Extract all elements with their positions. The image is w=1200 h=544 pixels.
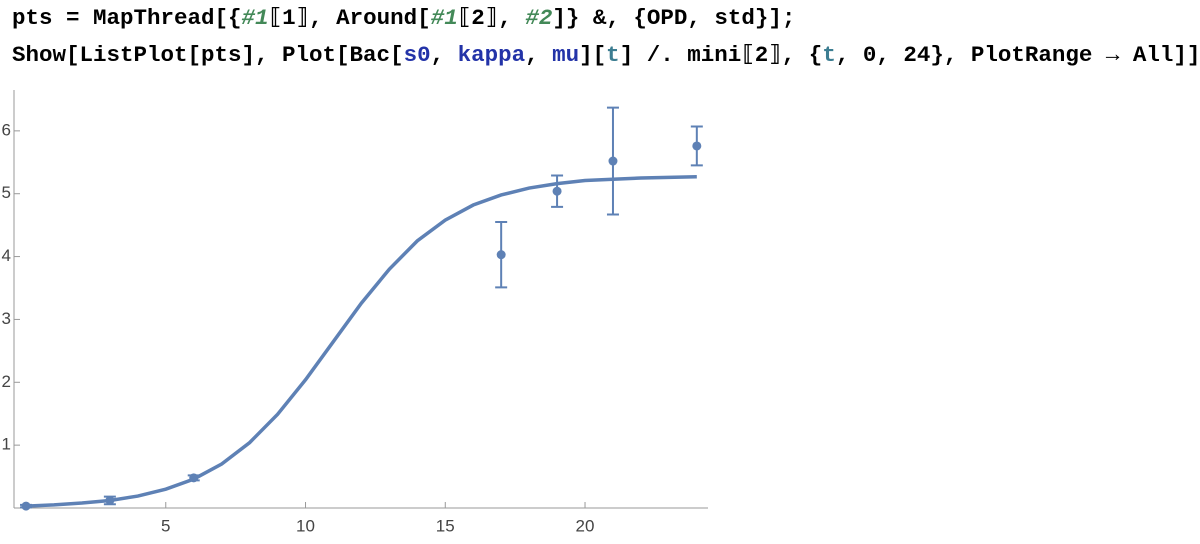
data-point — [552, 186, 562, 196]
code-token: #1 — [431, 5, 458, 31]
code-token: , — [431, 42, 458, 68]
data-point — [608, 156, 618, 166]
code-token: Show[ListPlot[pts], Plot[Bac[ — [12, 42, 404, 68]
y-tick-label: 6 — [2, 120, 11, 139]
data-point — [692, 141, 702, 151]
code-token: #1 — [242, 5, 269, 31]
code-token: , 0, 24}, PlotRange → All]] — [836, 42, 1200, 68]
x-tick-label: 10 — [296, 516, 315, 535]
fit-curve — [25, 174, 697, 508]
code-token: ⟦2⟧, — [458, 5, 526, 31]
y-tick-label: 5 — [2, 183, 11, 202]
code-token: kappa — [458, 42, 526, 68]
code-token: pts = MapThread[{ — [12, 5, 242, 31]
y-tick-label: 3 — [2, 309, 11, 328]
code-token: ] /. mini⟦2⟧, { — [620, 42, 823, 68]
data-point — [496, 250, 506, 260]
code-token: #2 — [525, 5, 553, 31]
code-line: Show[ListPlot[pts], Plot[Bac[s0, kappa , … — [12, 42, 1200, 68]
x-tick-label: 15 — [436, 516, 455, 535]
y-tick-label: 1 — [2, 435, 11, 454]
code-token: ⟦1⟧, Around[ — [269, 5, 431, 31]
code-line: pts = MapThread[{#1⟦1⟧, Around[#1⟦2⟧, #2… — [12, 5, 795, 31]
code-token: , — [525, 42, 552, 68]
code-token: ][ — [579, 42, 606, 68]
code-token: s0 — [404, 42, 431, 68]
code-token: t — [822, 42, 836, 68]
x-tick-label: 5 — [161, 516, 170, 535]
y-tick-label: 2 — [2, 372, 11, 391]
x-tick-label: 20 — [576, 516, 595, 535]
plot: 5 10 15 20 1 2 3 4 5 6 — [2, 90, 708, 535]
code-token: t — [606, 42, 620, 68]
y-tick-label: 4 — [2, 246, 11, 265]
code-token: mu — [552, 42, 579, 68]
code-token: ]} &, {OPD, std}]; — [552, 5, 795, 31]
